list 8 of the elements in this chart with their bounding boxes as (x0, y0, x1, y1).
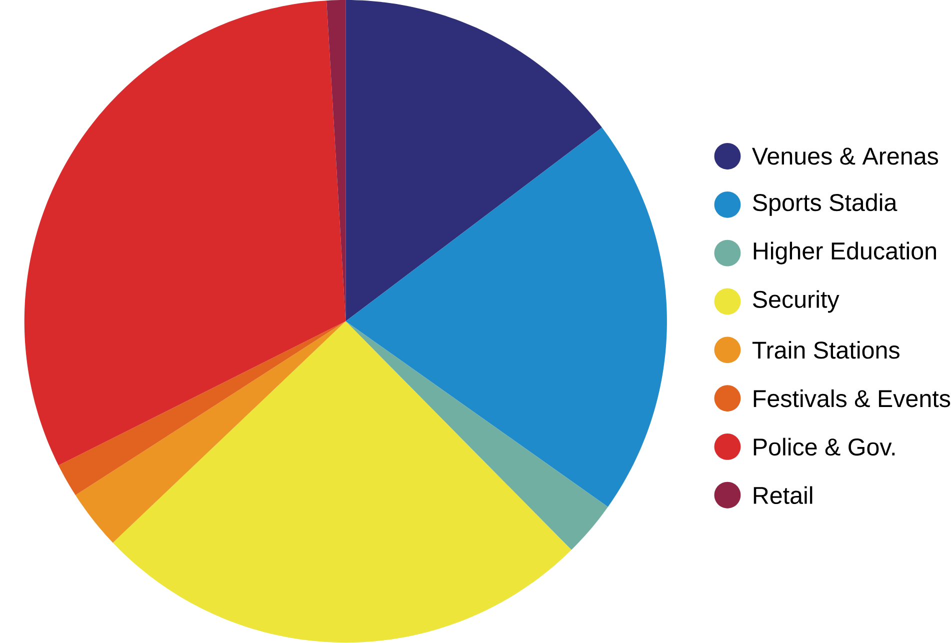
legend-label: Security (753, 290, 840, 313)
legend-label: Higher Education (754, 242, 936, 265)
legend-label: Police & Gov. (754, 438, 895, 456)
legend-label: Retail (754, 486, 812, 504)
legend-label: Train Stations (752, 341, 900, 359)
legend-label: Sports Stadia (753, 194, 898, 216)
legend-label: Festivals & Events (754, 390, 950, 408)
legend-label: Venues & Arenas (752, 148, 938, 165)
